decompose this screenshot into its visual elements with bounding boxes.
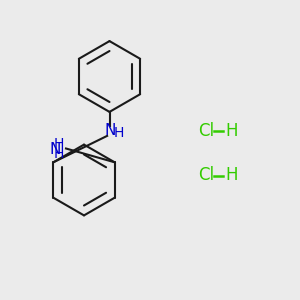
Text: H: H — [53, 137, 64, 151]
Text: H: H — [225, 167, 238, 184]
Text: N: N — [50, 142, 61, 157]
Text: N: N — [105, 123, 116, 138]
Text: Cl: Cl — [198, 167, 214, 184]
Text: H: H — [114, 126, 124, 140]
Text: H: H — [225, 122, 238, 140]
Text: H: H — [53, 148, 64, 161]
Text: Cl: Cl — [198, 122, 214, 140]
